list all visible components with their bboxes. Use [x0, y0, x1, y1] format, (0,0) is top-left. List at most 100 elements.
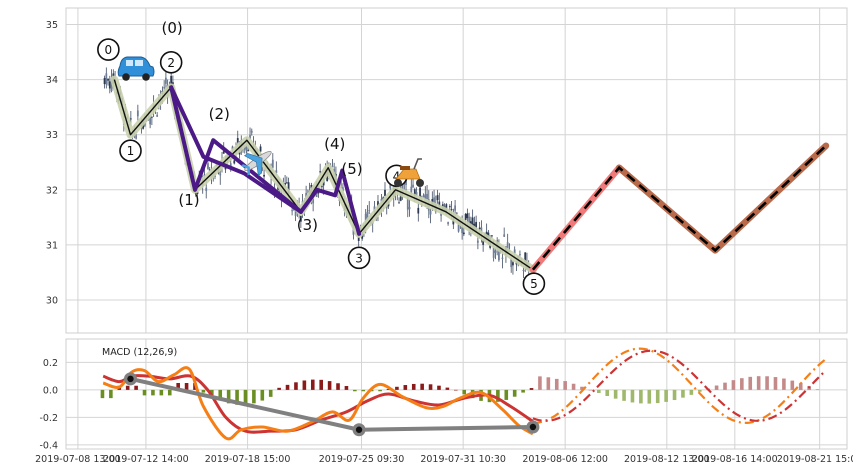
candle-body: [236, 138, 239, 143]
macd-histogram-bar: [336, 383, 340, 390]
candle-body: [503, 234, 506, 237]
macd-histogram-bar: [571, 383, 576, 390]
sub-wave-line: [169, 85, 303, 214]
macd-histogram-bar: [731, 380, 736, 390]
macd-histogram-bar: [302, 380, 307, 390]
macd-histogram-bar: [176, 383, 180, 390]
macd-histogram-bar: [714, 385, 719, 390]
candle-body: [417, 207, 420, 214]
candle-body: [342, 187, 344, 192]
y-tick-label: 30: [46, 295, 58, 306]
macd-histogram-bar: [689, 389, 694, 395]
candle-body: [271, 159, 274, 168]
macd-histogram-bar: [134, 385, 138, 390]
candle-body: [368, 210, 371, 212]
macd-histogram-bar: [319, 379, 323, 390]
candle-body: [415, 191, 418, 197]
wave-count-circle: [159, 51, 183, 74]
wave-count-label: 5: [530, 277, 538, 291]
macd-histogram-bar: [294, 382, 298, 390]
candle-body: [501, 257, 504, 259]
macd-histogram-bar: [597, 389, 601, 394]
macd-histogram-bar: [125, 385, 130, 390]
x-tick-label: 2019-08-21 15:00: [777, 454, 853, 465]
macd-histogram-bar: [672, 389, 677, 401]
candle-body: [471, 217, 474, 229]
candle-body: [513, 249, 516, 254]
macd-histogram-bar: [277, 387, 281, 390]
candle-body: [482, 239, 485, 245]
candle-body: [320, 186, 323, 188]
macd-histogram-bar: [723, 382, 727, 390]
macd-histogram-bar: [453, 389, 458, 391]
candle-body: [491, 235, 493, 237]
candle-body: [408, 207, 411, 210]
price-panel-frame: [65, 7, 848, 334]
macd-histogram-bar: [622, 389, 626, 401]
candle-body: [426, 193, 428, 200]
candle-body: [103, 77, 106, 85]
macd-histogram-bar: [260, 389, 265, 401]
macd-histogram-bar: [344, 386, 349, 390]
macd-histogram-bar: [756, 376, 761, 390]
candle-body: [165, 77, 167, 84]
candle-body: [149, 115, 152, 125]
candle-body: [263, 174, 265, 177]
candle-body: [522, 269, 525, 271]
candle-body: [494, 250, 497, 253]
candle-body: [492, 244, 495, 258]
macd-y-tick-label: 0.0: [43, 385, 58, 396]
macd-forecast-line: [532, 347, 826, 424]
wave-count-label: 2: [167, 56, 175, 70]
candle-body: [455, 212, 458, 214]
wave-count-circle: [119, 139, 142, 162]
candle-body: [208, 169, 211, 171]
macd-histogram-bar: [782, 378, 786, 390]
airplane-icon: [240, 150, 272, 176]
sub-wave-label: (5): [341, 160, 362, 178]
macd-histogram-bar: [748, 376, 753, 390]
candle-body: [205, 187, 208, 191]
candle-body: [291, 210, 293, 212]
candle-body: [447, 222, 449, 224]
candle-body: [429, 210, 432, 215]
candle-body: [419, 187, 421, 198]
candle-body: [454, 205, 456, 211]
candle-body: [299, 215, 302, 222]
y-tick-label: 35: [46, 20, 58, 31]
candle-body: [275, 170, 278, 173]
candle-body: [219, 173, 222, 176]
candle-body: [247, 150, 250, 152]
wave-count-circle: [347, 246, 371, 270]
sub-wave-label: (0): [162, 19, 183, 37]
candle-body: [287, 182, 290, 195]
candle-body: [170, 75, 173, 86]
macd-histogram-bar: [437, 385, 441, 390]
candle-body: [475, 221, 478, 232]
candle-body: [294, 209, 297, 216]
macd-histogram-bar: [445, 387, 450, 390]
macd-histogram-bar: [462, 389, 467, 395]
y-tick-label: 31: [46, 240, 58, 251]
macd-histogram-bar: [226, 389, 231, 404]
candle-body: [108, 81, 111, 89]
candle-body: [163, 87, 166, 89]
macd-histogram-bar: [740, 378, 744, 390]
macd-histogram-bar: [285, 384, 290, 390]
macd-line: [102, 366, 534, 441]
wave-count-label: 3: [355, 251, 363, 265]
macd-histogram-bar: [361, 389, 366, 392]
x-tick-label: 2019-07-25 09:30: [319, 454, 405, 465]
macd-histogram-bar: [310, 379, 315, 390]
candle-body: [480, 227, 483, 233]
macd-histogram-bar: [327, 381, 332, 390]
candle-body: [285, 182, 288, 184]
macd-histogram-bar: [184, 383, 189, 390]
macd-signal-line: [102, 374, 534, 434]
macd-y-tick-label: 0.2: [43, 358, 58, 369]
candle-body: [259, 146, 262, 152]
x-tick-label: 2019-08-16 14:00: [692, 454, 778, 465]
candle-body: [436, 195, 439, 201]
y-tick-label: 32: [46, 185, 58, 196]
